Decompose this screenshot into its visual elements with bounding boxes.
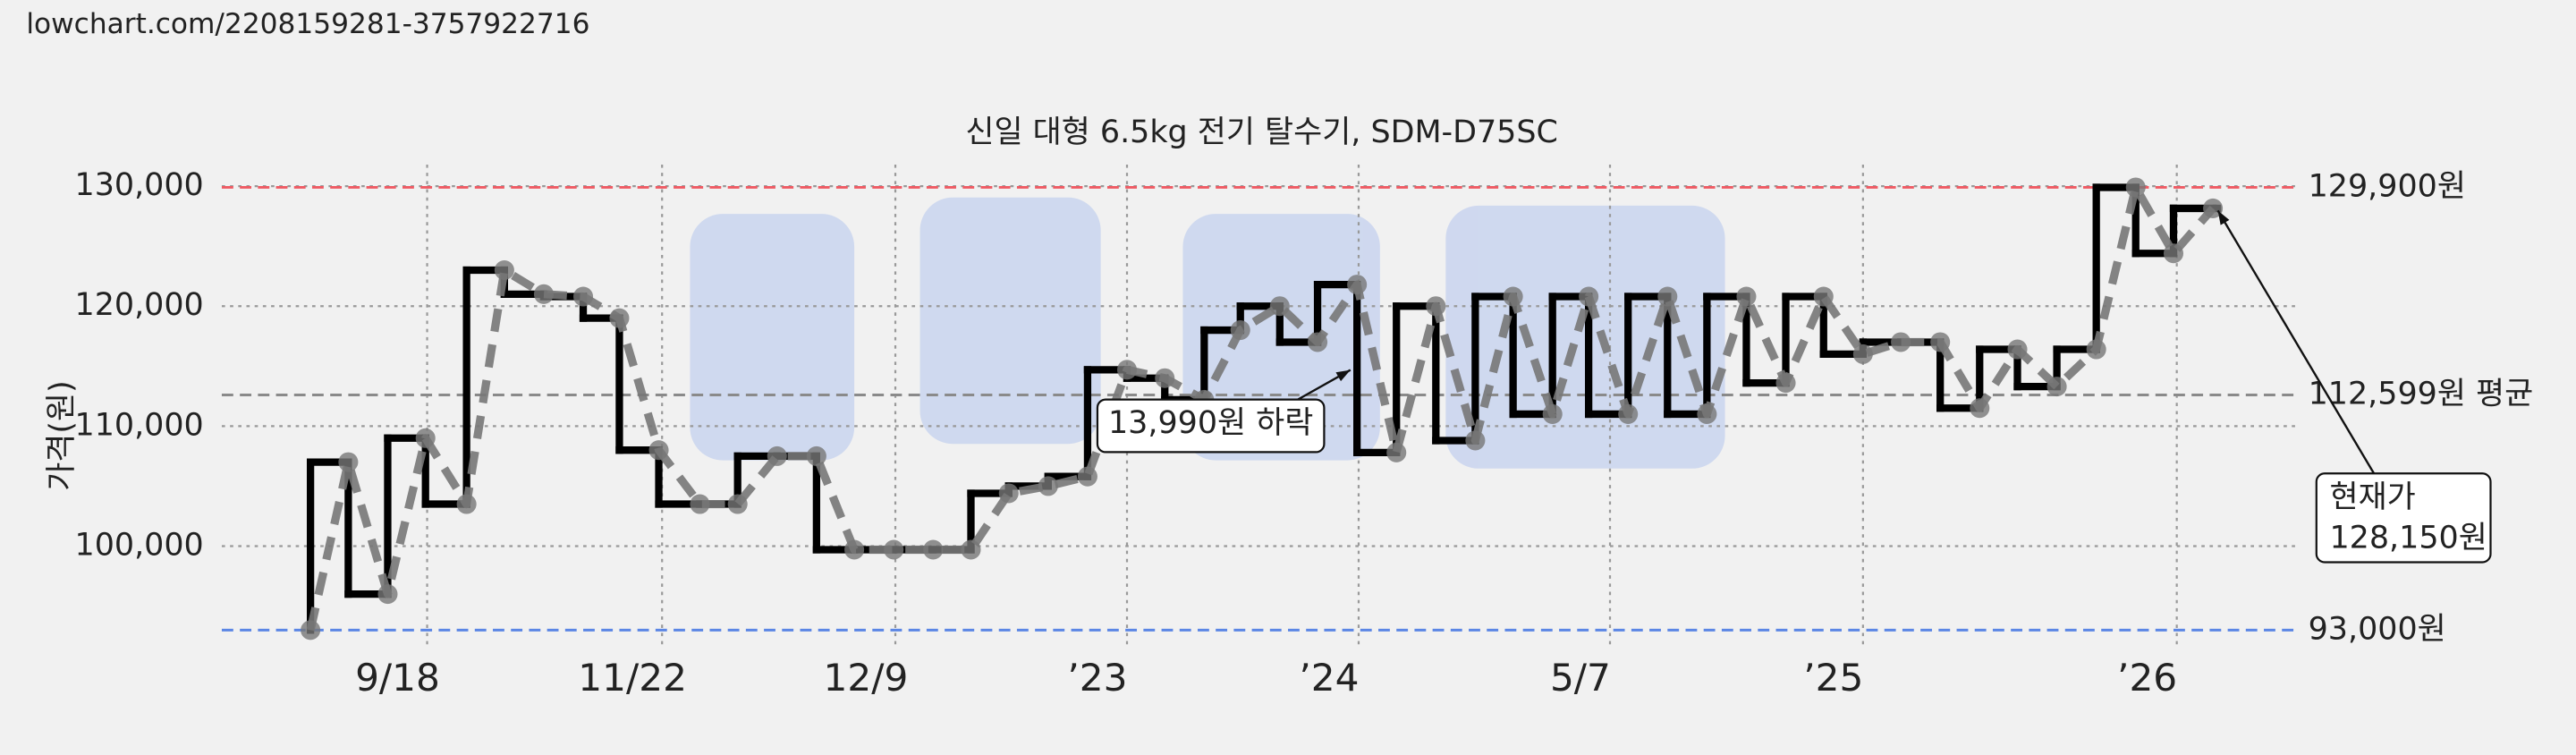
point xyxy=(1155,368,1175,388)
x-tick-label: ’26 xyxy=(2117,656,2177,700)
y-tick-label: 100,000 xyxy=(75,527,204,563)
point xyxy=(2163,243,2184,264)
point xyxy=(727,494,748,514)
point xyxy=(961,539,981,560)
y-tick-label: 110,000 xyxy=(75,407,204,443)
x-tick-label: 9/18 xyxy=(355,656,440,700)
annotation-box xyxy=(2315,472,2492,564)
point xyxy=(1891,332,1911,352)
point xyxy=(415,428,436,448)
point xyxy=(844,539,865,560)
point xyxy=(1116,360,1138,380)
point xyxy=(648,440,669,461)
point xyxy=(1426,296,1446,317)
point xyxy=(1736,286,1757,307)
point xyxy=(2125,177,2146,198)
header-url: lowchart.com/2208159281-3757922716 xyxy=(26,8,589,40)
x-tick-label: ’25 xyxy=(1803,656,1863,700)
arrow-head xyxy=(2217,210,2230,225)
point xyxy=(1697,403,1717,424)
point xyxy=(2203,198,2224,218)
reference-label: 112,599원 평균 xyxy=(2309,376,2534,411)
annotation-text: 13,990원 하락 xyxy=(1108,405,1313,441)
point xyxy=(338,452,359,472)
chart-title: 신일 대형 6.5kg 전기 탈수기, SDM-D75SC xyxy=(965,115,1557,150)
annotation-text: 128,150원 xyxy=(2329,521,2487,556)
annotation-box xyxy=(1096,398,1326,454)
point xyxy=(923,539,944,560)
point xyxy=(998,483,1019,504)
point xyxy=(767,445,787,466)
point xyxy=(609,308,630,328)
x-tick-label: ’24 xyxy=(1299,656,1359,700)
point xyxy=(1579,286,1599,307)
point xyxy=(1230,320,1250,341)
point xyxy=(1970,398,1990,419)
point xyxy=(1077,466,1097,487)
point xyxy=(1465,430,1486,451)
point xyxy=(456,494,477,514)
point xyxy=(2007,339,2028,360)
x-tick-label: ’23 xyxy=(1067,656,1127,700)
point xyxy=(1618,403,1639,424)
y-tick-label: 130,000 xyxy=(75,167,204,203)
point xyxy=(301,620,321,640)
y-tick-label: 120,000 xyxy=(75,287,204,323)
point xyxy=(884,539,904,560)
point xyxy=(2046,377,2067,397)
point xyxy=(1503,286,1523,307)
point xyxy=(1813,286,1834,307)
x-tick-label: 12/9 xyxy=(824,656,909,700)
point xyxy=(533,284,554,304)
point xyxy=(690,494,710,514)
point xyxy=(1852,344,1873,364)
annotation-text: 현재가 xyxy=(2329,479,2415,515)
point xyxy=(1542,403,1563,424)
point xyxy=(377,584,398,605)
point xyxy=(1930,332,1951,352)
point xyxy=(1657,286,1678,307)
point xyxy=(1308,332,1328,352)
point xyxy=(1038,476,1058,496)
point xyxy=(573,286,594,307)
point xyxy=(1775,373,1796,394)
price-line xyxy=(306,182,2216,632)
y-axis-label: 가격(원) xyxy=(44,380,80,490)
reference-label: 129,900원 xyxy=(2309,168,2466,204)
point xyxy=(806,445,826,466)
point xyxy=(1386,442,1407,462)
point xyxy=(1347,275,1368,295)
arrow-head xyxy=(1335,369,1351,382)
x-tick-label: 5/7 xyxy=(1550,656,1611,700)
point xyxy=(1269,296,1290,317)
point xyxy=(494,259,514,281)
point xyxy=(2086,339,2106,360)
x-tick-label: 11/22 xyxy=(578,656,687,700)
reference-label: 93,000원 xyxy=(2309,611,2446,647)
annotation-arrow xyxy=(2216,209,2376,474)
